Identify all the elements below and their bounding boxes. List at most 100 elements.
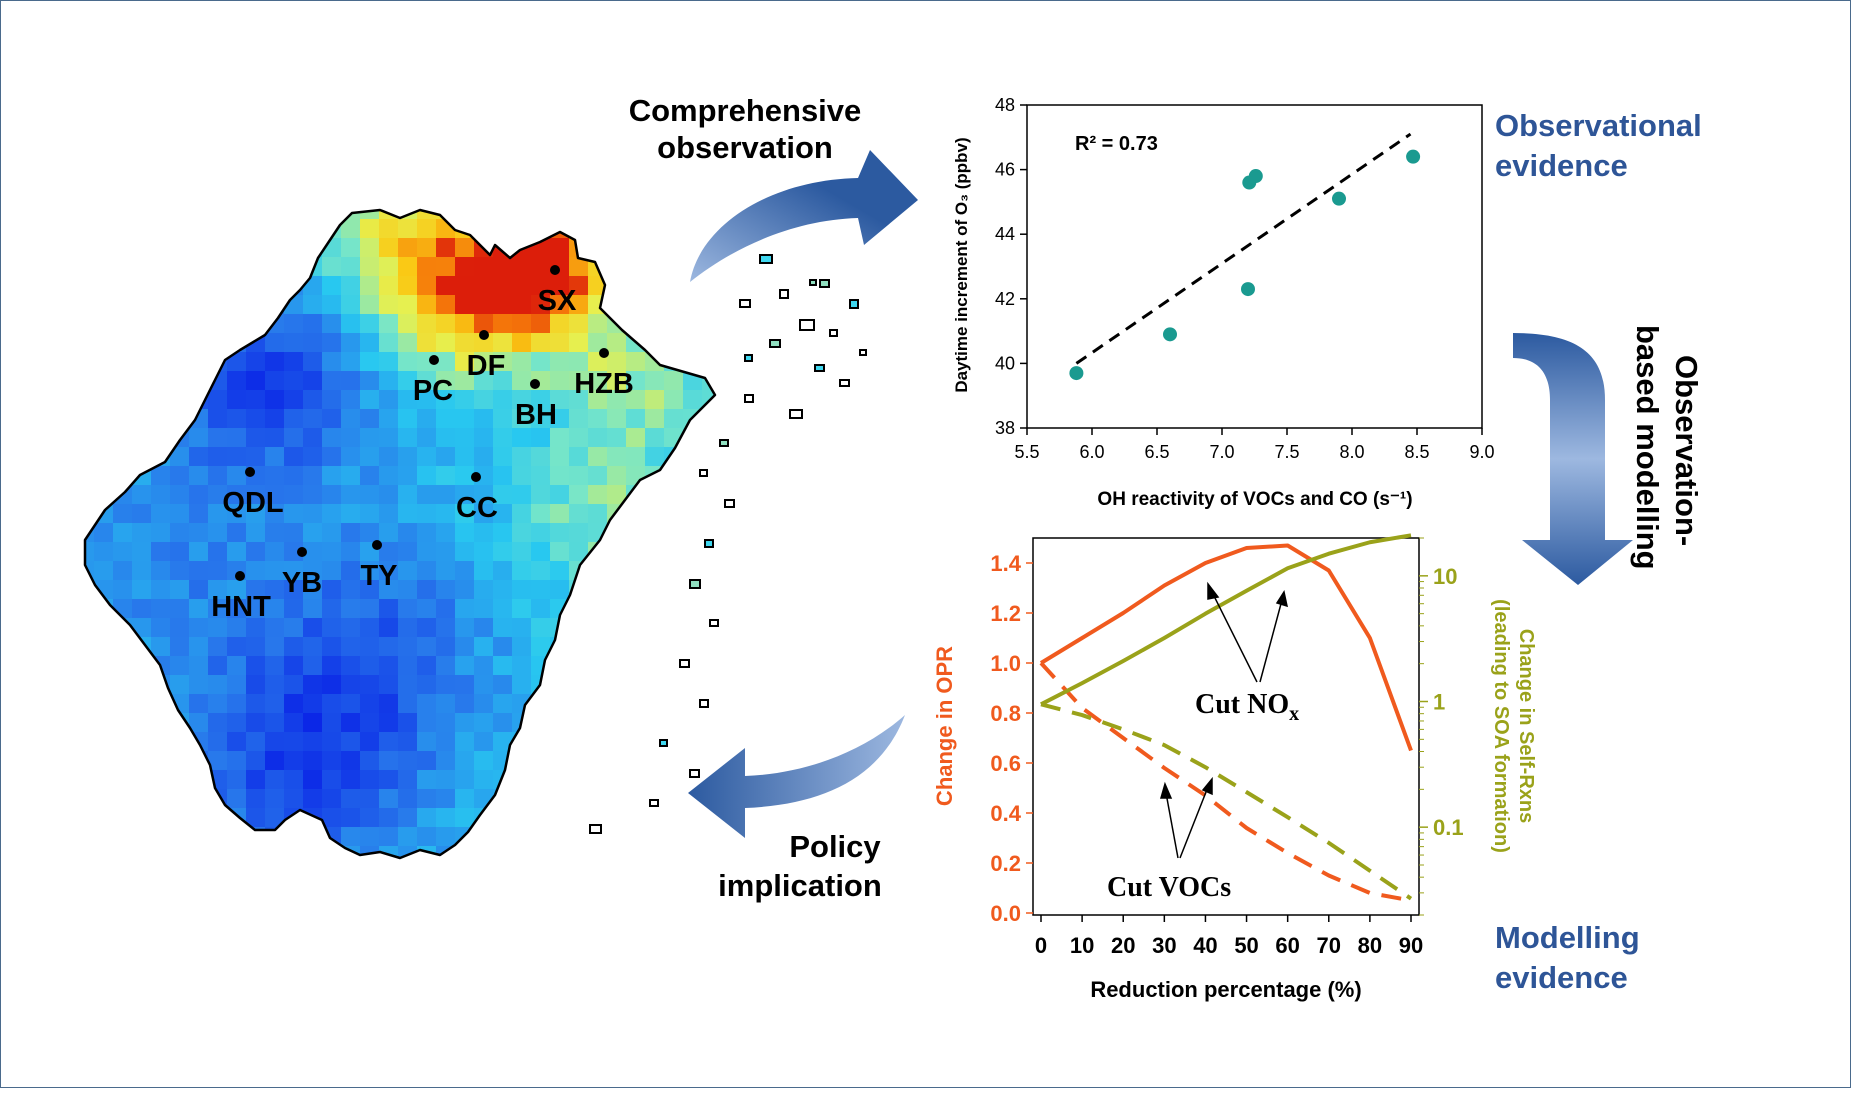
map-grid-cell <box>398 542 418 562</box>
scatter-x-axis-label: OH reactivity of VOCs and CO (s⁻¹) <box>1097 489 1412 510</box>
map-grid-cell <box>531 409 551 429</box>
map-grid-cell <box>455 523 475 543</box>
map-grid-cell <box>569 694 589 714</box>
map-grid-cell <box>607 276 627 296</box>
map-grid-cell <box>683 542 703 562</box>
scatter-marks <box>1069 132 1421 381</box>
map-grid-cell <box>227 276 247 296</box>
map-grid-cell <box>436 561 456 581</box>
map-grid-cell <box>512 428 532 448</box>
map-grid-cell <box>265 770 285 790</box>
map-grid-cell <box>512 333 532 353</box>
map-grid-cell <box>322 599 342 619</box>
map-grid-cell <box>455 295 475 315</box>
map-grid-cell <box>607 637 627 657</box>
map-grid-cell <box>493 371 513 391</box>
map-grid-cell <box>341 466 361 486</box>
map-grid-cell <box>550 561 570 581</box>
map-grid-cell <box>398 219 418 239</box>
map-grid-cell <box>113 789 133 809</box>
map-grid-cell <box>265 580 285 600</box>
map-grid-cell <box>645 542 665 562</box>
map-grid-cell <box>170 523 190 543</box>
map-grid-cell <box>227 827 247 847</box>
map-grid-cell <box>151 694 171 714</box>
map-grid-cell <box>170 542 190 562</box>
map-grid-cell <box>607 333 627 353</box>
map-grid-cell <box>626 504 646 524</box>
map-grid-cell <box>645 238 665 258</box>
map-grid-cell <box>626 561 646 581</box>
map-grid-cell <box>379 257 399 277</box>
map-grid-cell <box>474 295 494 315</box>
map-grid-cell <box>512 371 532 391</box>
map-grid-cell <box>645 409 665 429</box>
map-grid-cell <box>398 447 418 467</box>
map-grid-cell <box>265 485 285 505</box>
map-grid-cell <box>265 333 285 353</box>
map-grid-cell <box>227 333 247 353</box>
map-grid-cell <box>322 314 342 334</box>
map-grid-cell <box>550 371 570 391</box>
map-grid-cell <box>702 428 715 448</box>
map-grid-cell <box>151 599 171 619</box>
map-grid-cell <box>664 675 684 695</box>
map-grid-cell <box>645 333 665 353</box>
map-grid-cell <box>227 371 247 391</box>
map-grid-cell <box>227 637 247 657</box>
line-x-tick-label: 90 <box>1399 933 1423 958</box>
map-grid-cell <box>588 599 608 619</box>
map-grid-cell <box>341 409 361 429</box>
site-label-df: DF <box>467 350 506 382</box>
map-grid-cell <box>341 694 361 714</box>
map-grid-cell <box>227 409 247 429</box>
map-grid-cell <box>702 827 715 847</box>
map-grid-cell <box>493 314 513 334</box>
map-grid-cell <box>569 504 589 524</box>
map-grid-cell <box>189 428 209 448</box>
map-grid-cell <box>94 656 114 676</box>
line-left-y-tick-label: 1.2 <box>990 601 1021 626</box>
line-right-y-axis-label-line2: (leading to SOA formation) <box>1490 599 1512 853</box>
map-grid-cell <box>151 314 171 334</box>
map-grid-cell <box>246 618 266 638</box>
line-series-left-solid <box>1039 543 1413 752</box>
map-grid-cell <box>113 409 133 429</box>
map-grid-cell <box>170 732 190 752</box>
map-grid-cell <box>132 352 152 372</box>
map-grid-cell <box>85 542 95 562</box>
map-grid-cell <box>569 637 589 657</box>
map-grid-cell <box>569 210 589 220</box>
map-grid-cell <box>493 447 513 467</box>
map-grid-cell <box>455 732 475 752</box>
map-grid-cell <box>493 466 513 486</box>
scatter-y-tick-label: 48 <box>995 95 1015 115</box>
map-grid-cell <box>721 295 741 315</box>
map-grid-cell <box>512 447 532 467</box>
map-grid-cell <box>341 390 361 410</box>
map-grid-cell <box>360 504 380 524</box>
map-grid-cell <box>683 561 703 581</box>
map-grid-cell <box>303 466 323 486</box>
map-grid-cell <box>683 808 703 828</box>
map-grid-cell <box>607 694 627 714</box>
map-grid-cell <box>512 257 532 277</box>
map-grid-cell <box>417 466 437 486</box>
site-dot-pc <box>429 355 439 365</box>
map-grid-cell <box>151 713 171 733</box>
map-grid-cell <box>626 675 646 695</box>
map-grid-cell <box>284 637 304 657</box>
map-grid-cell <box>341 333 361 353</box>
map-grid-cell <box>265 637 285 657</box>
map-grid-cell <box>246 808 266 828</box>
map-grid-cell <box>208 865 228 885</box>
curved-arrow-right <box>1513 333 1633 585</box>
map-grid-cell <box>721 333 741 353</box>
map-grid-cell <box>170 599 190 619</box>
map-grid-cell <box>588 219 608 239</box>
map-grid-cell <box>588 751 608 771</box>
map-grid-cell <box>569 789 589 809</box>
map-grid-cell <box>94 542 114 562</box>
map-grid-cell <box>474 409 494 429</box>
